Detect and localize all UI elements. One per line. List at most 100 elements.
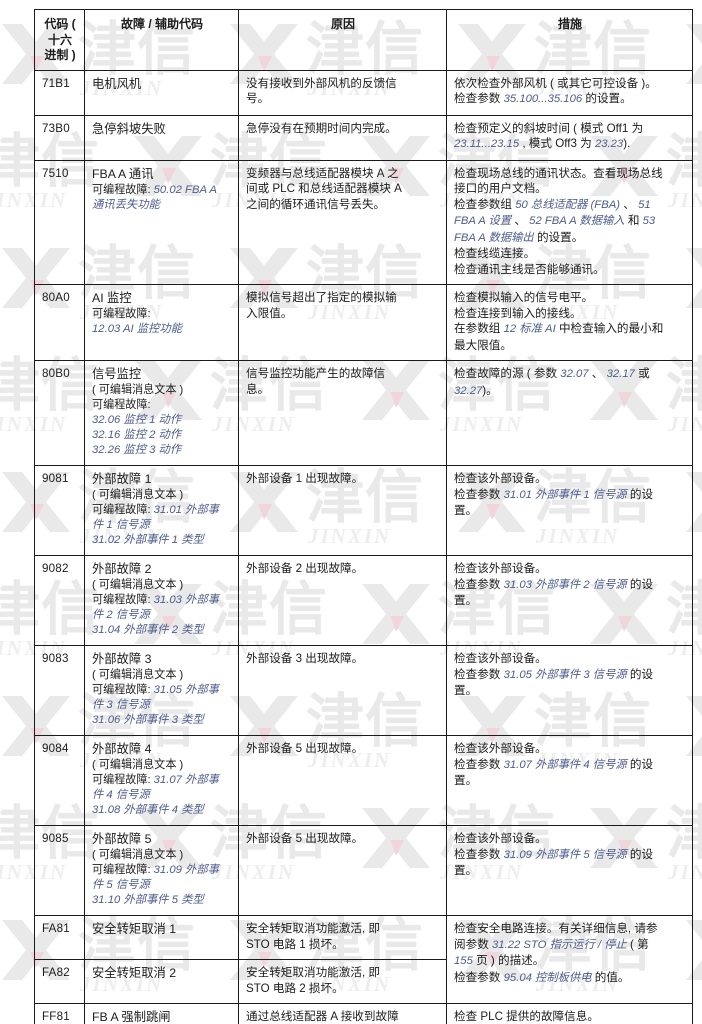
parameter-reference: 31.03 外部事件 2 信号源: [503, 578, 627, 591]
label-text: 可编程故障:: [92, 504, 154, 516]
cause-line: 之间的循环通讯信号丢失。: [246, 197, 386, 211]
action-line: 检查安全电路连接。有关详细信息, 请参: [454, 921, 686, 937]
cause-line: 外部设备 5 出现故障。: [246, 832, 364, 845]
table-row: 9085 外部故障 5 ( 可编辑消息文本 ) 可编程故障: 31.09 外部事件 5…: [34, 825, 693, 916]
action-line: 检查模拟输入的信号电平。: [454, 290, 686, 306]
parameter-reference: 31.06 外部事件 3 类型: [92, 714, 204, 726]
parameter-reference: 51: [638, 198, 651, 211]
programmable-fault-label: 可编程故障: 31.09 外部事: [92, 863, 232, 878]
fault-code-table: 代码 ( 十六 进制 ) 故障 / 辅助代码 原因 措施 71B1 电机风机 没有接…: [34, 9, 693, 1024]
cell-cause: 外部设备 1 出现故障。: [238, 465, 447, 556]
action-line: 置。: [454, 683, 686, 699]
parameter-reference: 通讯丢失功能: [92, 198, 160, 211]
text-run: 在参数组: [454, 322, 504, 335]
cause-line: 入限值。: [246, 306, 293, 320]
text-run: 阅参数: [454, 937, 493, 951]
cell-action: 检查该外部设备。 检查参数 31.09 外部事件 5 信号源 的设 置。: [446, 825, 693, 916]
table-row: 9082 外部故障 2 ( 可编辑消息文本 ) 可编程故障: 31.03 外部事件 2…: [34, 555, 693, 646]
cell-fault-name: 安全转矩取消 1: [84, 915, 239, 960]
cause-line: 号。: [246, 92, 270, 105]
cause-line: 外部设备 5 出现故障。: [246, 742, 364, 755]
table-row: 80B0 信号监控 ( 可编辑消息文本 ) 可编程故障: 32.06 监控 1 动作 32…: [34, 360, 693, 466]
text-run: 检查参数: [454, 577, 504, 591]
action-line: 置。: [454, 863, 686, 879]
action-line: 检查线缆连接。: [454, 246, 686, 262]
cell-action: 检查该外部设备。 检查参数 31.03 外部事件 2 信号源 的设 置。: [446, 555, 693, 646]
cell-fault-code: 9081: [34, 465, 85, 556]
action-line: 155 页 ) 的描述。: [454, 953, 686, 970]
parameter-reference: 31.08 外部事件 4 类型: [92, 804, 204, 816]
action-line: 检查故障的源 ( 参数 32.07 、 32.17 或: [454, 366, 686, 383]
text-run: 检查该外部设备。: [454, 832, 547, 845]
parameter-reference: 31.01 外部事: [153, 504, 219, 516]
cell-fault-name: 信号监控 ( 可编辑消息文本 ) 可编程故障: 32.06 监控 1 动作 32.16 …: [84, 360, 239, 466]
action-line: 检查连接到输入的接线。: [454, 306, 686, 322]
cell-action: 检查该外部设备。 检查参数 31.01 外部事件 1 信号源 的设 置。: [446, 465, 693, 556]
table-row: FA82 安全转矩取消 2 安全转矩取消功能激活, 即 STO 电路 2 损坏。: [34, 959, 693, 1004]
table-header: 代码 ( 十六 进制 ) 故障 / 辅助代码 原因 措施: [34, 9, 693, 71]
programmable-fault-label: 可编程故障: 31.07 外部事: [92, 773, 232, 788]
cell-fault-name: FB A 强制跳闸: [84, 1003, 239, 1024]
parameter-reference: 件 4 信号源: [92, 789, 150, 801]
action-line: 阅参数 31.22 STO 指示运行 / 停止 ( 第: [454, 937, 686, 954]
text-run: 检查模拟输入的信号电平。: [454, 291, 594, 304]
header-code-line-3: 进制 ): [44, 48, 76, 62]
cell-fault-name: 外部故障 3 ( 可编辑消息文本 ) 可编程故障: 31.05 外部事件 3 信号源…: [84, 645, 239, 736]
editable-message-note: ( 可编辑消息文本 ): [92, 579, 184, 591]
column-header-cause: 原因: [238, 9, 447, 71]
column-header-code: 代码 ( 十六 进制 ): [34, 9, 85, 71]
parameter-reference: 53: [642, 215, 656, 227]
action-line: 检查参数 31.01 外部事件 1 信号源 的设: [454, 487, 686, 504]
fault-name: 安全转矩取消 1: [92, 922, 177, 936]
text-run: )。: [482, 383, 498, 397]
text-run: 检查 PLC 提供的故障信息。: [454, 1010, 599, 1023]
text-run: 置。: [454, 504, 478, 517]
text-run: 检查参数: [454, 92, 504, 105]
text-run: 的设置。: [582, 92, 632, 105]
table-row: FA81 安全转矩取消 1 安全转矩取消功能激活, 即 STO 电路 1 损坏。 检查安…: [34, 915, 693, 1004]
text-run: 接口的用户文档。: [454, 182, 547, 195]
action-line: 最大限值。: [454, 338, 686, 354]
text-run: 检查参数: [454, 487, 504, 501]
table-row: 73B0 急停斜坡失败 急停没有在预期时间内完成。 检查预定义的斜坡时间 ( 模式 O…: [34, 114, 693, 161]
cause-line: STO 电路 2 损坏。: [246, 981, 344, 995]
label-text: 可编程故障:: [92, 594, 154, 606]
text-run: 检查该外部设备。: [454, 652, 547, 665]
column-header-action: 措施: [446, 9, 693, 71]
cause-line: STO 电路 1 损坏。: [246, 937, 344, 951]
parameter-reference: 12.03 AI 监控功能: [92, 323, 182, 335]
parameter-reference: 件 3 信号源: [92, 699, 150, 711]
text-run: 、: [588, 367, 607, 380]
column-header-fault: 故障 / 辅助代码: [84, 9, 239, 71]
cell-action: 检查安全电路连接。有关详细信息, 请参 阅参数 31.22 STO 指示运行 / …: [446, 915, 693, 1004]
parameter-reference: 31.03 外部事: [153, 594, 219, 606]
parameter-reference: 件 1 信号源: [92, 519, 150, 531]
cell-fault-code: 9085: [34, 825, 85, 916]
text-run: 和: [624, 214, 643, 227]
cell-fault-name: 电机风机: [84, 69, 239, 116]
table-row: 80A0 AI 监控 可编程故障: 12.03 AI 监控功能 模拟信号超出了指定的模拟…: [34, 284, 693, 361]
text-run: 检查参数: [454, 667, 504, 681]
cause-line: 信号监控功能产生的故障信: [246, 367, 386, 380]
table-row: 9084 外部故障 4 ( 可编辑消息文本 ) 可编程故障: 31.07 外部事件 4…: [34, 735, 693, 826]
cell-fault-code: 9084: [34, 735, 85, 826]
parameter-reference: 52 FBA A 数据输入: [529, 215, 625, 227]
cause-line: 没有接收到外部风机的反馈信: [246, 76, 397, 90]
cell-cause: 没有接收到外部风机的反馈信 号。: [238, 69, 447, 116]
cell-fault-code: 73B0: [34, 114, 85, 161]
action-line: 检查通讯主线是否能够通讯。: [454, 262, 686, 278]
parameter-reference: 31.07 外部事: [153, 774, 219, 786]
fault-name: 电机风机: [92, 76, 142, 91]
header-code-line-1: 代码 (: [44, 17, 76, 31]
cause-line: 安全转矩取消功能激活, 即: [246, 966, 380, 979]
cause-line: 间或 PLC 和总线适配器模块 A: [246, 182, 402, 195]
text-run: 、: [620, 197, 639, 211]
cell-cause: 外部设备 2 出现故障。: [238, 555, 447, 646]
cell-action: 检查预定义的斜坡时间 ( 模式 Off1 为 23.11...23.15 , 模式…: [446, 114, 693, 161]
parameter-reference: 件 5 信号源: [92, 879, 150, 891]
text-run: 的设: [626, 667, 654, 681]
cause-line: 模拟信号超出了指定的模拟输: [246, 291, 397, 304]
action-line: 依次检查外部风机 ( 或其它可控设备 )。: [454, 76, 686, 92]
cell-fault-code: FA82: [34, 959, 85, 1004]
